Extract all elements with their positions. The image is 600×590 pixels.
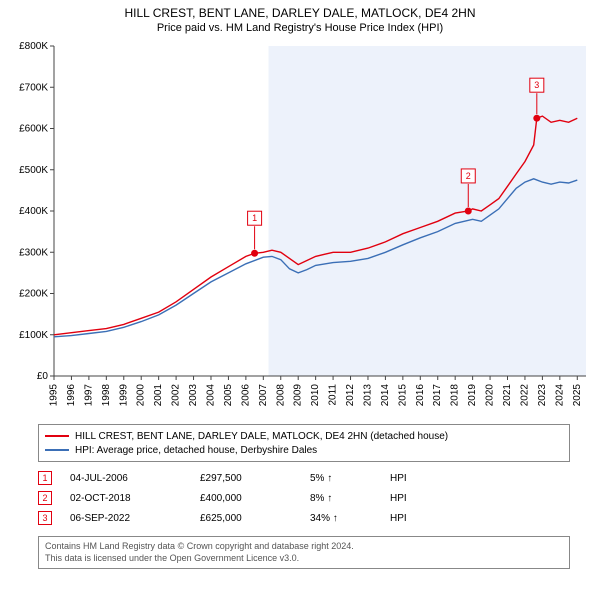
- svg-text:2020: 2020: [485, 384, 496, 407]
- sale-marker-box: 1: [38, 471, 52, 485]
- svg-text:2006: 2006: [240, 384, 251, 407]
- sale-pct: 8% ↑: [310, 493, 380, 504]
- svg-text:2017: 2017: [432, 384, 443, 407]
- legend-item: HPI: Average price, detached house, Derb…: [45, 443, 563, 457]
- legend-item: HILL CREST, BENT LANE, DARLEY DALE, MATL…: [45, 429, 563, 443]
- svg-text:2016: 2016: [415, 384, 426, 407]
- svg-text:2005: 2005: [223, 384, 234, 407]
- footer-line-2: This data is licensed under the Open Gov…: [45, 553, 563, 565]
- svg-text:2022: 2022: [519, 384, 530, 407]
- svg-text:3: 3: [534, 80, 539, 90]
- svg-text:2004: 2004: [205, 384, 216, 407]
- sale-row: 1 04-JUL-2006 £297,500 5% ↑ HPI: [38, 468, 570, 488]
- line-chart-svg: £0 £100K £200K £300K £400K £500K £600K £700K £80…: [0, 38, 600, 418]
- svg-text:1996: 1996: [66, 384, 77, 407]
- svg-text:1995: 1995: [49, 384, 60, 407]
- svg-text:2007: 2007: [258, 384, 269, 407]
- sale-pct: 5% ↑: [310, 473, 380, 484]
- svg-text:2008: 2008: [275, 384, 286, 407]
- sale-date: 02-OCT-2018: [70, 493, 190, 504]
- svg-text:2011: 2011: [328, 384, 339, 406]
- sale-marker-box: 3: [38, 511, 52, 525]
- sale-price: £625,000: [200, 513, 300, 524]
- sale-vs: HPI: [390, 473, 440, 484]
- svg-text:£200K: £200K: [19, 289, 48, 300]
- sale-marker-box: 2: [38, 491, 52, 505]
- svg-text:2015: 2015: [397, 384, 408, 407]
- svg-text:2000: 2000: [136, 384, 147, 407]
- sale-price: £297,500: [200, 473, 300, 484]
- attribution-footer: Contains HM Land Registry data © Crown c…: [38, 536, 570, 569]
- svg-text:2003: 2003: [188, 384, 199, 407]
- svg-text:£500K: £500K: [19, 165, 48, 176]
- svg-text:2002: 2002: [171, 384, 182, 407]
- sale-pct: 34% ↑: [310, 513, 380, 524]
- legend-swatch: [45, 449, 69, 451]
- sales-table: 1 04-JUL-2006 £297,500 5% ↑ HPI 2 02-OCT-2018 £…: [38, 468, 570, 528]
- chart-subtitle: Price paid vs. HM Land Registry's House …: [0, 20, 600, 38]
- svg-text:£600K: £600K: [19, 124, 48, 135]
- svg-text:2018: 2018: [450, 384, 461, 407]
- svg-text:2013: 2013: [362, 384, 373, 407]
- legend-label: HILL CREST, BENT LANE, DARLEY DALE, MATL…: [75, 431, 448, 442]
- svg-text:1998: 1998: [101, 384, 112, 407]
- svg-text:2019: 2019: [467, 384, 478, 407]
- sale-date: 06-SEP-2022: [70, 513, 190, 524]
- svg-text:2009: 2009: [293, 384, 304, 407]
- footer-line-1: Contains HM Land Registry data © Crown c…: [45, 541, 563, 553]
- svg-text:£800K: £800K: [19, 41, 48, 52]
- svg-text:2001: 2001: [153, 384, 164, 407]
- svg-text:1: 1: [252, 213, 257, 223]
- sale-vs: HPI: [390, 493, 440, 504]
- svg-text:1999: 1999: [118, 384, 129, 407]
- svg-text:£0: £0: [37, 371, 49, 382]
- svg-text:1997: 1997: [83, 384, 94, 407]
- sale-row: 3 06-SEP-2022 £625,000 34% ↑ HPI: [38, 508, 570, 528]
- sale-date: 04-JUL-2006: [70, 473, 190, 484]
- svg-text:2010: 2010: [310, 384, 321, 407]
- legend-label: HPI: Average price, detached house, Derb…: [75, 445, 317, 456]
- chart-title: HILL CREST, BENT LANE, DARLEY DALE, MATL…: [0, 0, 600, 20]
- legend-box: HILL CREST, BENT LANE, DARLEY DALE, MATL…: [38, 424, 570, 462]
- sale-vs: HPI: [390, 513, 440, 524]
- svg-text:2014: 2014: [380, 384, 391, 407]
- svg-text:2023: 2023: [537, 384, 548, 407]
- svg-text:2025: 2025: [572, 384, 583, 407]
- legend-swatch: [45, 435, 69, 437]
- svg-text:£300K: £300K: [19, 247, 48, 258]
- plot-area: £0 £100K £200K £300K £400K £500K £600K £700K £80…: [0, 38, 600, 418]
- sale-row: 2 02-OCT-2018 £400,000 8% ↑ HPI: [38, 488, 570, 508]
- svg-text:£700K: £700K: [19, 82, 48, 93]
- svg-text:2021: 2021: [502, 384, 513, 407]
- sale-price: £400,000: [200, 493, 300, 504]
- svg-text:2024: 2024: [554, 384, 565, 407]
- svg-text:£400K: £400K: [19, 206, 48, 217]
- svg-text:£100K: £100K: [19, 330, 48, 341]
- svg-text:2: 2: [466, 171, 471, 181]
- svg-text:2012: 2012: [345, 384, 356, 407]
